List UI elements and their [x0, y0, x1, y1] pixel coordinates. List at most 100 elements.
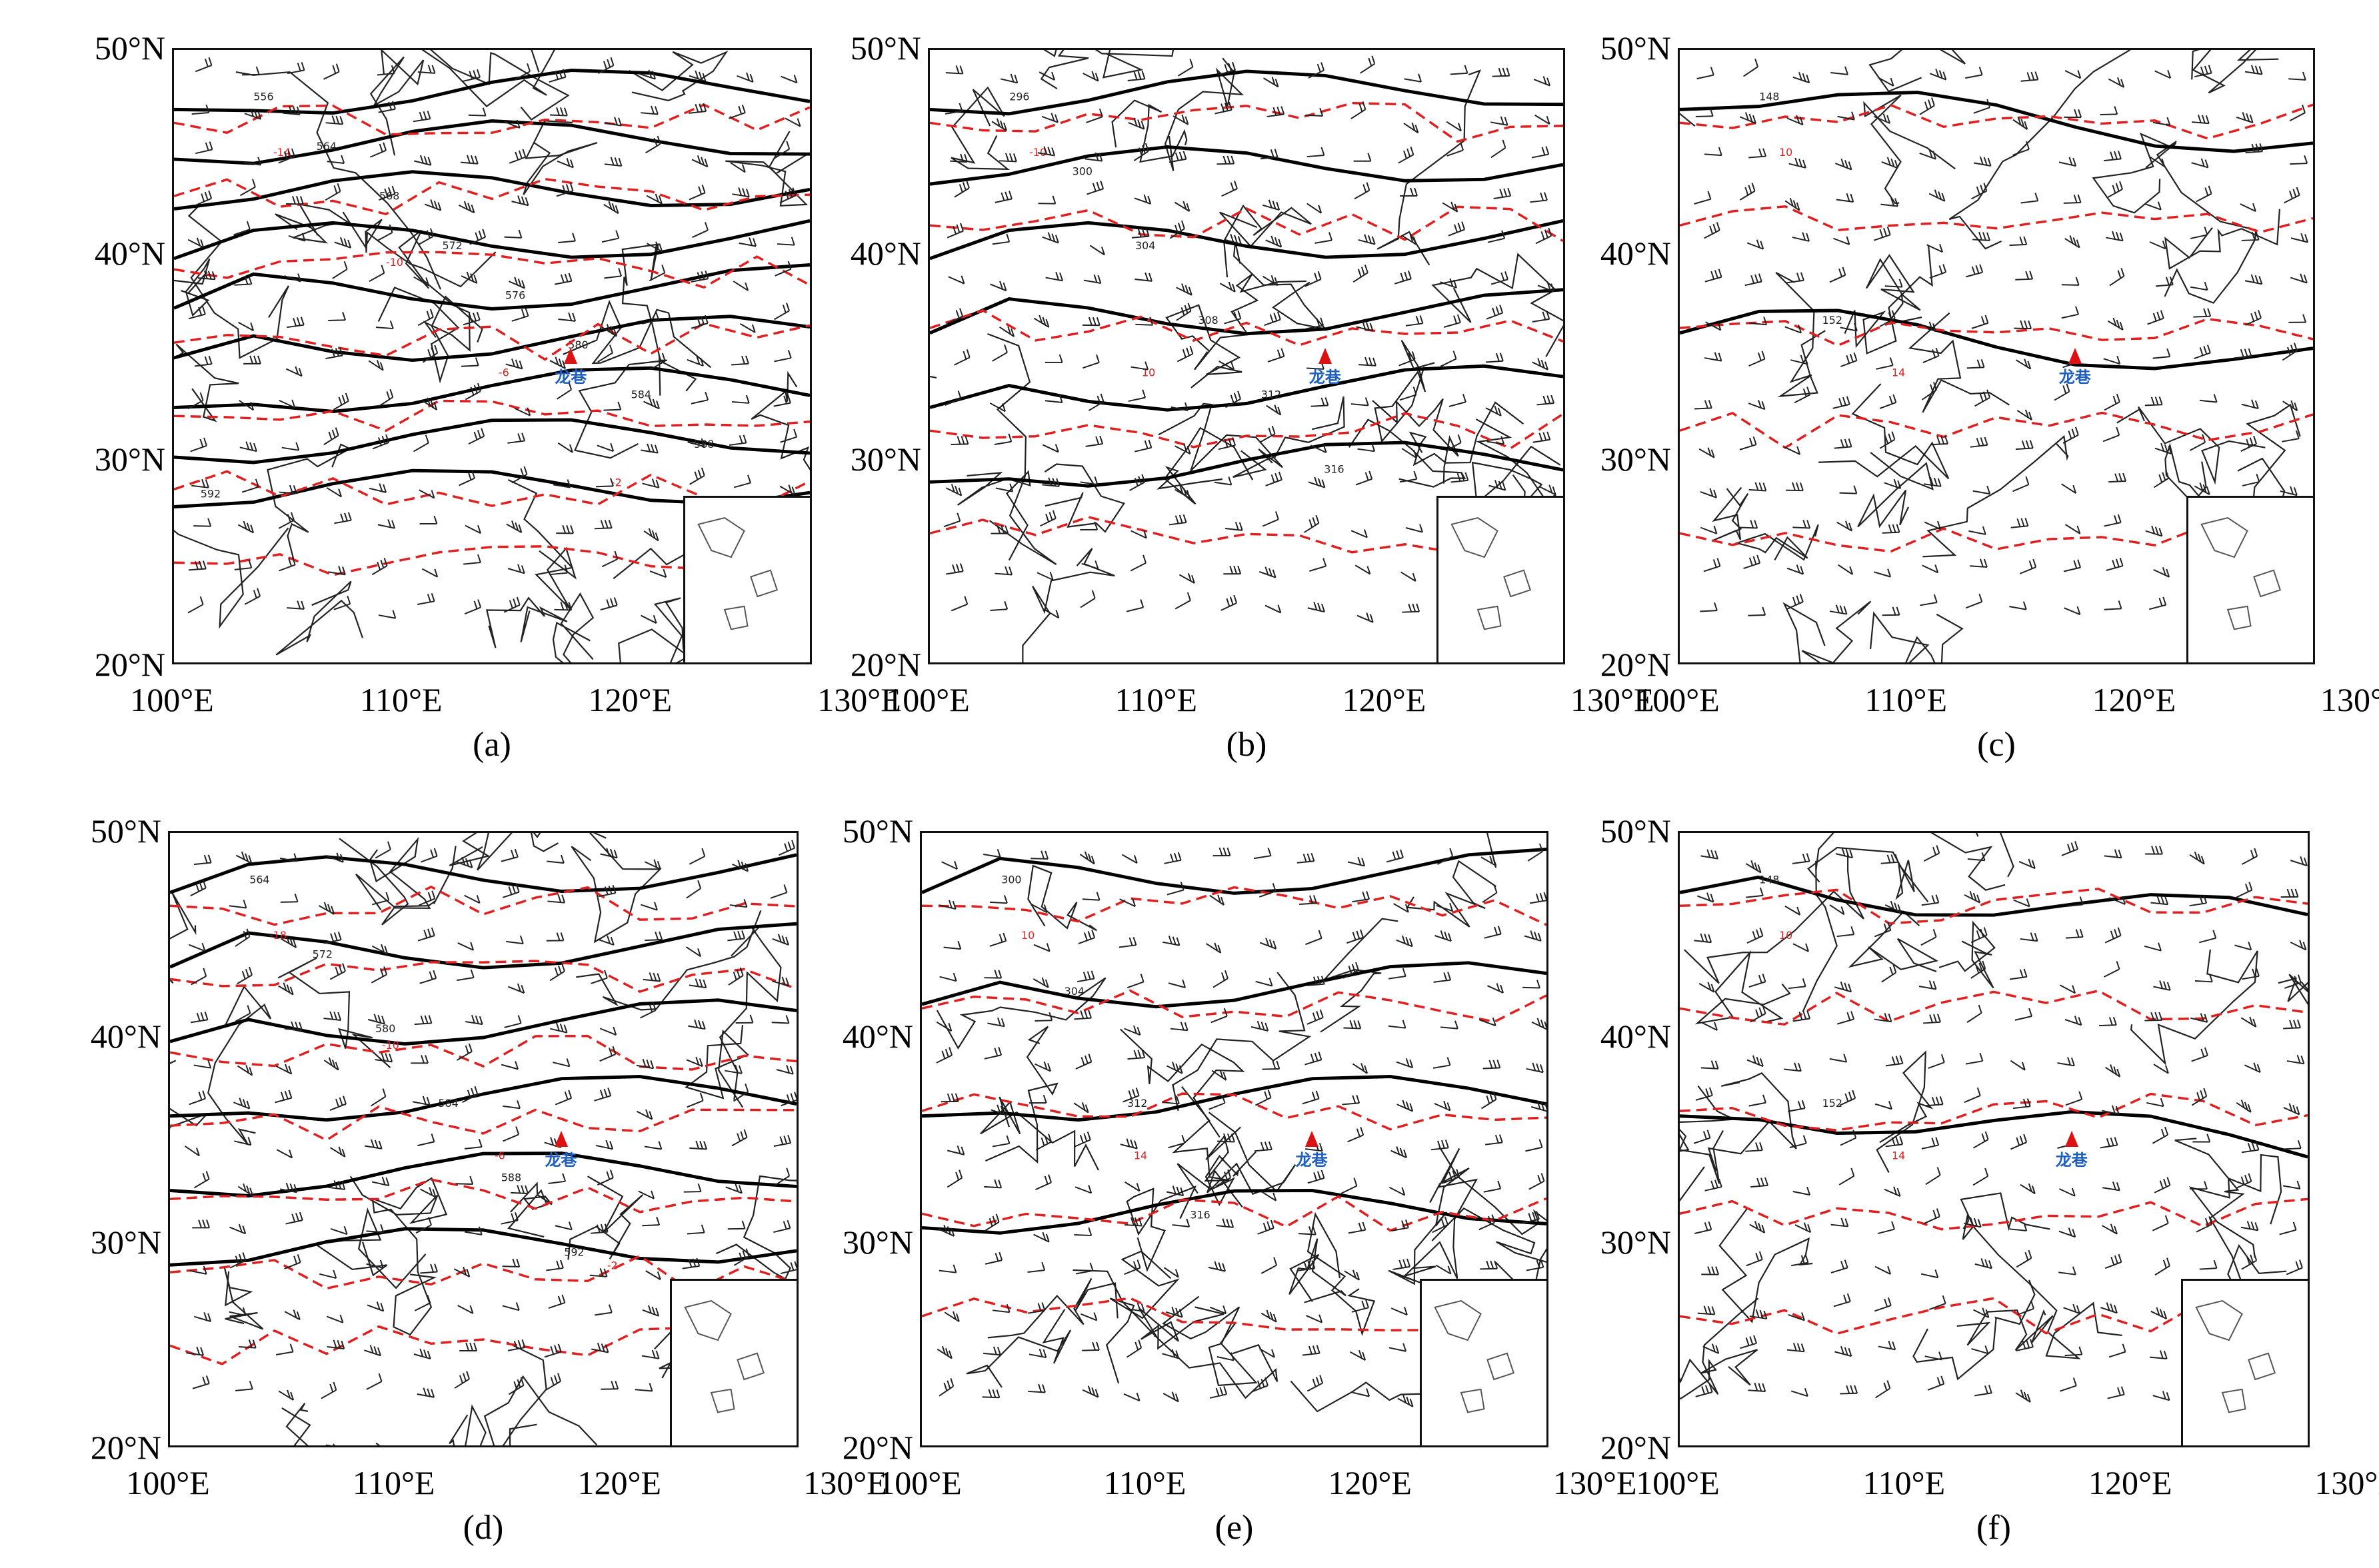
wind-barb-flag: [1536, 1259, 1540, 1269]
wind-barb-flag: [1835, 604, 1840, 613]
wind-barb: [2065, 904, 2083, 908]
latitude-label: 40°N: [1600, 235, 1671, 273]
wind-barb: [502, 1305, 520, 1311]
wind-barb-flag: [1985, 1309, 1990, 1318]
wind-barb-flag: [2112, 395, 2117, 404]
wind-barb: [1880, 861, 1898, 864]
wind-barb-flag: [1178, 223, 1182, 231]
wind-barb-flag: [513, 1381, 518, 1390]
wind-barb-flag: [427, 892, 432, 901]
wind-barb-flag: [1217, 894, 1221, 904]
wind-barb: [778, 847, 795, 856]
dashed-contour-label: 10: [1779, 146, 1792, 159]
wind-barb: [1351, 1307, 1369, 1313]
wind-barb: [1965, 74, 1982, 79]
wind-barb-flag: [998, 970, 1003, 978]
wind-barb-flag: [2016, 1137, 2020, 1146]
wind-barb: [1260, 156, 1278, 160]
wind-barb: [1532, 318, 1550, 323]
wind-barb-flag: [297, 600, 301, 609]
wind-barb: [1448, 401, 1466, 407]
wind-barb-flag: [787, 1135, 792, 1144]
wind-barb-flag: [1402, 968, 1406, 977]
wind-barb: [992, 1142, 1010, 1148]
wind-barb: [511, 315, 529, 322]
wind-barb-flag: [1888, 1340, 1892, 1349]
wind-barb-flag: [779, 1136, 784, 1145]
wind-barb-flag: [1272, 1192, 1277, 1201]
wind-barb-flag: [1928, 980, 1933, 989]
wind-barb-flag: [1317, 478, 1322, 487]
wind-barb: [1075, 1061, 1092, 1070]
wind-barb-flag: [292, 106, 297, 115]
wind-barb: [1302, 1098, 1319, 1105]
wind-barb-flag: [515, 359, 519, 369]
contour-label: 304: [1065, 985, 1085, 998]
wind-barb-flag: [2110, 1064, 2114, 1073]
wind-barb-flag: [2252, 203, 2256, 212]
wind-barb-flag: [1099, 153, 1103, 161]
wind-barb: [1436, 855, 1453, 865]
wind-barb-flag: [200, 239, 205, 248]
wind-barb: [1924, 521, 1941, 530]
wind-barb-flag: [1318, 1052, 1322, 1060]
wind-barb-flag: [1362, 891, 1366, 900]
wind-barb-flag: [1761, 1224, 1766, 1233]
wind-barb-flag: [1222, 1072, 1227, 1081]
wind-barb-flag: [1222, 847, 1227, 856]
wind-barb-flag: [1141, 228, 1146, 237]
wind-barb-flag: [786, 303, 790, 311]
wind-barb: [195, 149, 213, 155]
wind-barb-flag: [1408, 938, 1413, 947]
wind-barb-flag: [1454, 203, 1458, 213]
wind-barb-flag: [291, 556, 296, 565]
wind-barb-flag: [1415, 315, 1420, 325]
wind-barb-flag: [1047, 1063, 1052, 1072]
wind-barb-flag: [785, 1015, 790, 1024]
wind-barb-flag: [952, 564, 957, 573]
wind-barb-flag: [1464, 472, 1469, 481]
wind-barb-flag: [1269, 1311, 1274, 1321]
wind-barb: [691, 323, 709, 329]
wind-barb-flag: [200, 1012, 205, 1021]
wind-barb-flag: [995, 1253, 999, 1261]
wind-barb-flag: [2115, 1106, 2120, 1115]
wind-barb-flag: [2202, 434, 2206, 443]
wind-barb-flag: [2156, 311, 2161, 321]
wind-barb-flag: [1312, 1012, 1316, 1021]
wind-barb-flag: [568, 1221, 573, 1230]
wind-barb: [1215, 1177, 1231, 1187]
wind-barb-flag: [2162, 472, 2166, 481]
wind-barb: [1965, 1060, 1983, 1065]
wind-barb-flag: [787, 841, 792, 850]
wind-barb: [1788, 1313, 1805, 1321]
wind-barb: [1440, 1026, 1458, 1030]
wind-barb-flag: [1267, 847, 1272, 856]
wind-barb-flag: [1543, 892, 1546, 901]
wind-barb-flag: [608, 519, 613, 528]
wind-barb: [457, 942, 474, 951]
wind-barb: [2191, 1054, 2208, 1062]
wind-barb-flag: [201, 193, 205, 202]
wind-barb-flag: [2204, 281, 2208, 291]
wind-barb-flag: [1230, 394, 1234, 403]
wind-barb-flag: [1796, 482, 1800, 491]
wind-barb-flag: [343, 1096, 347, 1104]
wind-barb-flag: [1087, 971, 1091, 980]
wind-barb-flag: [1185, 402, 1189, 411]
wind-barb: [1135, 278, 1153, 282]
wind-barb-flag: [1854, 1385, 1858, 1394]
wind-barb-flag: [957, 940, 962, 950]
wind-barb-flag: [1369, 323, 1374, 332]
wind-barb-flag: [1934, 564, 1939, 573]
wind-barb: [1027, 1269, 1045, 1273]
wind-barb: [234, 1140, 251, 1146]
wind-barb-flag: [257, 157, 262, 165]
wind-barb-flag: [653, 614, 657, 624]
wind-barb-flag: [513, 1341, 518, 1349]
wind-barb-flag: [610, 936, 615, 946]
wind-barb: [2015, 359, 2031, 370]
wind-barb-flag: [1349, 1020, 1354, 1029]
wind-barb-flag: [335, 115, 340, 125]
wind-barb-flag: [1171, 1349, 1176, 1358]
